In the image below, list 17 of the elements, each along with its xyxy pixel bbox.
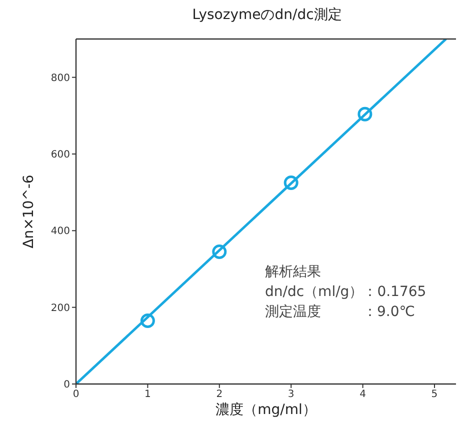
y-tick-label: 200 [50,302,70,314]
x-tick-label: 2 [216,389,223,400]
x-axis-title: 濃度（mg/ml） [216,402,316,418]
y-axis-title: Δn×10^-6 [20,174,37,248]
x-tick-label: 1 [144,389,151,400]
y-tick-label: 400 [50,226,70,238]
x-tick-label: 3 [288,389,294,400]
y-tick-label: 600 [50,150,70,161]
annotation: 測定温度 ：9.0℃ [265,303,416,322]
x-tick-label: 4 [360,389,366,400]
y-tick-label: 800 [50,72,70,84]
chart-title: Lysozymeのdn/dc測定 [191,6,343,24]
x-tick-label: 5 [431,389,438,400]
annotation: dn/dc（ml/g）：0.1765 [265,283,426,302]
y-tick-label: 0 [64,380,70,391]
x-tick-label: 0 [72,389,80,400]
annotation: 解析結果 [265,263,322,282]
